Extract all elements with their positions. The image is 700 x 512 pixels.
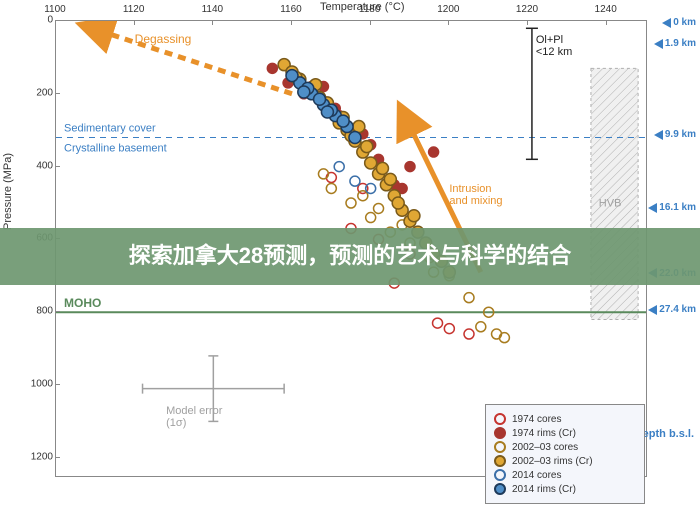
svg-text:Intrusionand mixing: Intrusionand mixing [449, 183, 502, 207]
legend-label: 2014 cores [512, 470, 561, 481]
legend-item: 1974 cores [494, 413, 636, 425]
y-tick-label: 400 [28, 160, 53, 171]
legend-label: 2002–03 rims (Cr) [512, 456, 593, 467]
data-point [358, 191, 368, 201]
svg-text:Model error(1σ): Model error(1σ) [166, 405, 223, 429]
x-tick-label: 1140 [202, 4, 224, 15]
svg-text:Sedimentary cover: Sedimentary cover [64, 122, 156, 134]
y-tick-label: 1200 [28, 451, 53, 462]
legend-item: 1974 rims (Cr) [494, 427, 636, 439]
depth-marker: 1.9 km [654, 38, 696, 49]
svg-text:Degassing: Degassing [135, 32, 192, 46]
x-tick-label: 1180 [359, 4, 381, 15]
data-point [429, 147, 439, 157]
overlay-text: 探索加拿大28预测，预测的艺术与科学的结合 [129, 243, 571, 268]
data-point [433, 318, 443, 328]
data-point [267, 63, 277, 73]
data-point [376, 162, 388, 174]
depth-marker: 9.9 km [654, 129, 696, 140]
depth-marker: 27.4 km [648, 304, 696, 315]
data-point [374, 203, 384, 213]
svg-text:Crystalline basement: Crystalline basement [64, 142, 167, 154]
data-point [350, 176, 360, 186]
legend-label: 1974 rims (Cr) [512, 428, 576, 439]
x-tick-label: 1100 [44, 4, 66, 15]
data-point [337, 115, 349, 127]
data-point [366, 213, 376, 223]
y-tick-label: 0 [28, 15, 53, 26]
data-point [314, 93, 326, 105]
legend-label: 2014 rims (Cr) [512, 484, 576, 495]
y-tick-label: 1000 [28, 379, 53, 390]
data-point [365, 157, 377, 169]
data-point [346, 198, 356, 208]
legend-item: 2014 rims (Cr) [494, 483, 636, 495]
depth-marker: 16.1 km [648, 202, 696, 213]
svg-text:Ol+Pl<12 km: Ol+Pl<12 km [536, 34, 572, 58]
data-point [408, 210, 420, 222]
x-tick-label: 1220 [516, 4, 538, 15]
data-point [405, 162, 415, 172]
y-axis-title: Pressure (MPa) [2, 153, 14, 230]
legend-label: 2002–03 cores [512, 442, 578, 453]
overlay-banner: 探索加拿大28预测，预测的艺术与科学的结合 [0, 228, 700, 285]
data-point [321, 106, 333, 118]
data-point [384, 173, 396, 185]
x-tick-label: 1200 [437, 4, 459, 15]
data-point [444, 324, 454, 334]
x-tick-label: 1160 [280, 4, 302, 15]
data-point [361, 141, 373, 153]
data-point [464, 329, 474, 339]
legend-label: 1974 cores [512, 414, 561, 425]
legend-item: 2002–03 rims (Cr) [494, 455, 636, 467]
data-point [464, 293, 474, 303]
legend-item: 2002–03 cores [494, 441, 636, 453]
chart-container: Temperature (°C) Pressure (MPa) Sediment… [0, 0, 700, 512]
data-point [298, 86, 310, 98]
y-tick-label: 200 [28, 87, 53, 98]
x-tick-label: 1120 [123, 4, 145, 15]
data-point [334, 162, 344, 172]
data-point [326, 183, 336, 193]
depth-marker: 0 km [662, 17, 696, 28]
svg-text:HVB: HVB [599, 198, 622, 210]
data-point [392, 197, 404, 209]
data-point [286, 70, 298, 82]
svg-text:MOHO: MOHO [64, 296, 101, 310]
data-point [349, 131, 361, 143]
x-tick-label: 1240 [595, 4, 617, 15]
data-point [476, 322, 486, 332]
legend: 1974 cores 1974 rims (Cr) 2002–03 cores 200… [485, 404, 645, 504]
y-tick-label: 800 [28, 306, 53, 317]
legend-item: 2014 cores [494, 469, 636, 481]
